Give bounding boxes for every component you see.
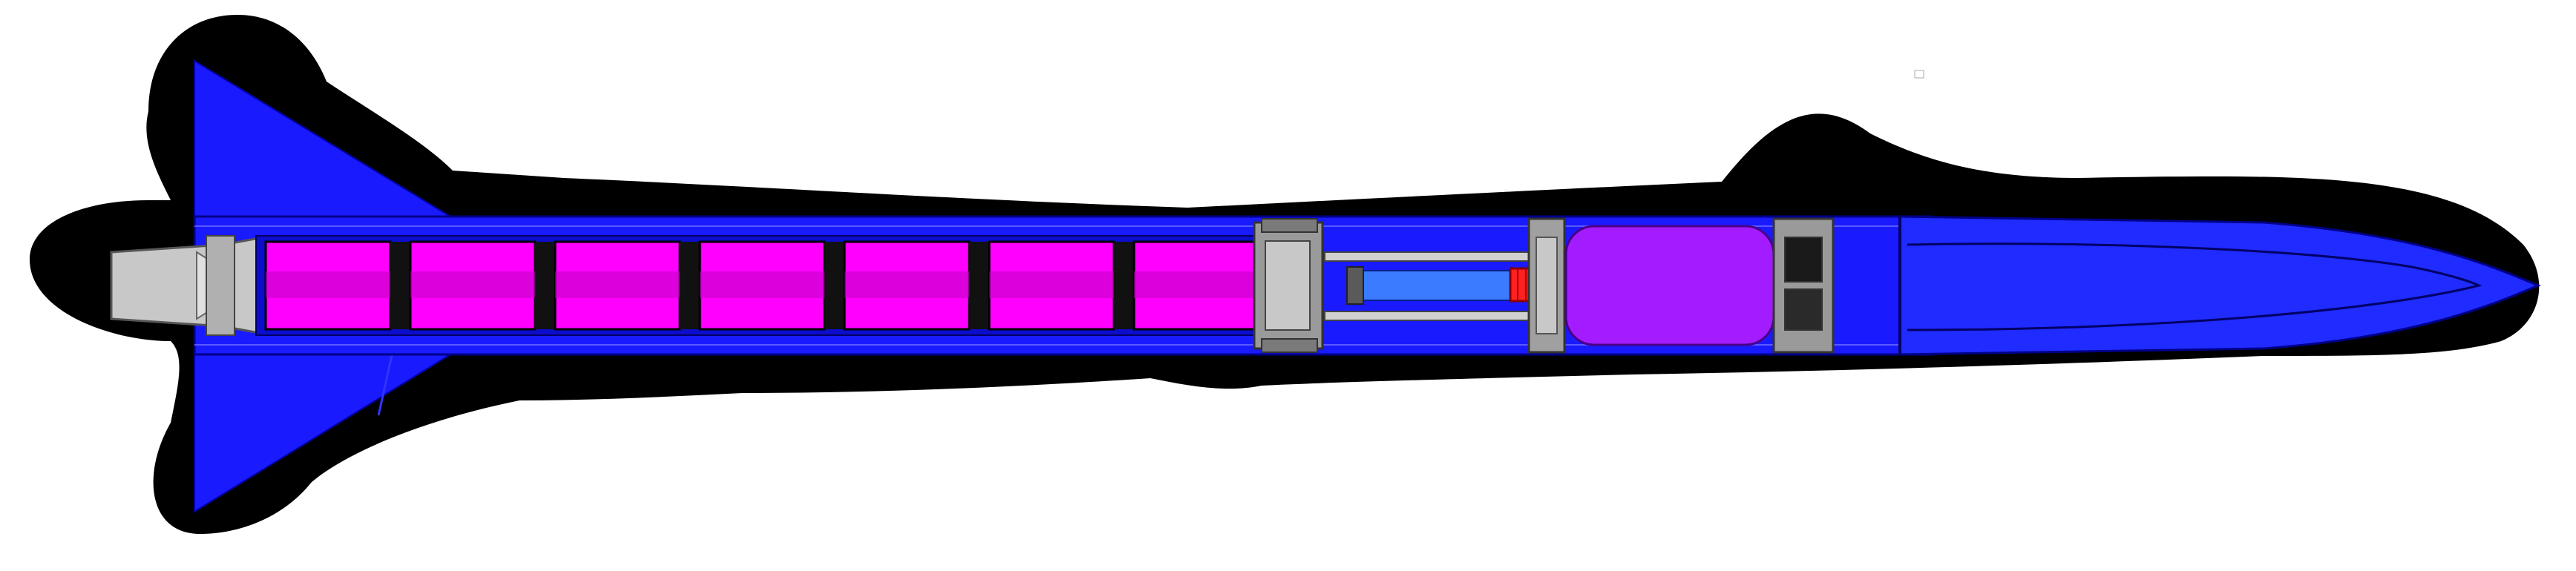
- grain-spacer: [969, 242, 989, 329]
- propellant-grain-core: [410, 271, 535, 298]
- coupler-window: [1784, 237, 1823, 283]
- grain-spacer: [1114, 242, 1134, 329]
- oxidizer-tank: [1564, 225, 1775, 346]
- grain-spacer: [535, 242, 555, 329]
- feed-rod-lower: [1324, 311, 1548, 321]
- propellant-grain-core: [266, 271, 390, 298]
- propellant-grain-core: [1134, 271, 1259, 298]
- feed-rod-upper: [1324, 251, 1548, 262]
- grain-spacer: [390, 242, 410, 329]
- nose-cone: [1898, 215, 2541, 356]
- nozzle: [110, 236, 265, 335]
- bulkhead-plate: [1265, 240, 1311, 331]
- coupler-window-lower: [1784, 288, 1823, 331]
- nozzle-retainer: [206, 235, 235, 336]
- tank-aft-bulkhead-face: [1536, 237, 1558, 334]
- fin-root-line: [377, 348, 395, 416]
- grain-spacer: [680, 242, 700, 329]
- propellant-grain-core: [555, 271, 680, 298]
- propellant-grains: [264, 240, 1260, 331]
- feed-line-cap: [1346, 266, 1364, 305]
- propellant-grain-core: [845, 271, 969, 298]
- grain-spacer: [825, 242, 845, 329]
- speck: [1914, 70, 1924, 79]
- rear-fin-lower: [194, 348, 463, 513]
- propellant-grain-core: [989, 271, 1114, 298]
- bulkhead-flange-bottom: [1261, 338, 1318, 353]
- nose-cone-inner-line: [1907, 242, 2482, 331]
- propellant-grain-core: [700, 271, 825, 298]
- feed-line: [1357, 270, 1511, 301]
- bulkhead-flange-top: [1261, 218, 1318, 233]
